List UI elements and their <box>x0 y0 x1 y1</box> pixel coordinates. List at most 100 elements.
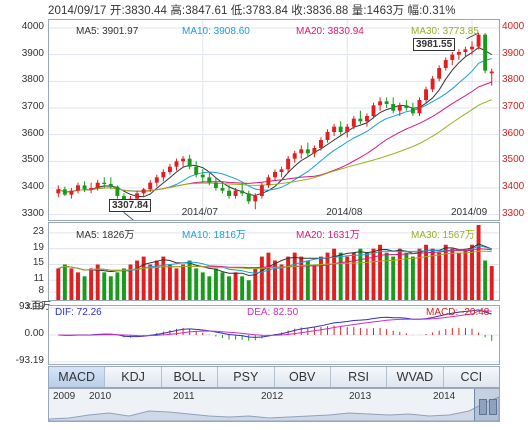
volume-bar <box>338 252 343 300</box>
low-callout-pointer <box>123 212 134 220</box>
candle-body <box>181 158 186 162</box>
quote-close: 收:3836.88 <box>291 5 349 17</box>
volume-bar <box>319 256 323 300</box>
price-y-tick-left: 3500 <box>21 154 44 166</box>
volume-bar <box>213 268 218 300</box>
macd-y-tick: 93.19 <box>18 301 44 312</box>
ma5-label: MA5: 3901.97 <box>76 26 139 37</box>
candle-body <box>227 190 231 196</box>
quote-change: 幅:0.31% <box>407 5 456 17</box>
price-panel[interactable] <box>48 19 500 221</box>
volume-bar <box>345 256 350 300</box>
tab-kdj[interactable]: KDJ <box>105 367 162 387</box>
quote-summary: 2014/09/17 开:3830.44 高:3847.61 低:3783.84… <box>48 2 456 18</box>
candle-body <box>102 182 107 184</box>
volume-bar <box>240 276 245 300</box>
volume-bar <box>450 248 455 300</box>
volume-y-tick: 23 <box>32 225 44 237</box>
price-y-tick-right: 3600 <box>502 127 525 139</box>
quote-low: 低:3783.84 <box>230 5 288 17</box>
volume-panel[interactable] <box>48 222 500 301</box>
volume-bar <box>273 260 277 300</box>
quote-volume: 量:1463万 <box>351 5 405 17</box>
price-ma-legend: MA5: 3901.97 MA10: 3908.60 MA20: 3830.94… <box>76 26 496 38</box>
volume-bar <box>181 264 186 300</box>
price-y-tick-left: 3600 <box>21 127 44 139</box>
volume-bar <box>430 248 435 300</box>
navigator-year-label: 2014 <box>433 391 456 402</box>
candle-body <box>371 105 376 116</box>
volume-bar <box>332 248 337 300</box>
navigator-right-handle[interactable] <box>489 399 497 415</box>
ma10-label: MA10: 3908.60 <box>182 26 250 37</box>
volume-y-tick: 15 <box>32 257 44 269</box>
tab-cci[interactable]: CCI <box>460 370 483 384</box>
volume-bar <box>305 260 310 300</box>
volume-bar <box>424 244 429 300</box>
candle-body <box>437 68 442 79</box>
tab-boll[interactable]: BOLL <box>162 367 219 387</box>
candle-body <box>345 126 350 132</box>
candle-body <box>417 100 422 114</box>
price-y-tick-left: 3800 <box>21 74 44 86</box>
volume-bar <box>76 272 80 300</box>
candle-body <box>76 185 80 191</box>
volume-bar <box>82 276 87 300</box>
candle-body <box>187 158 192 167</box>
quote-date: 2014/09/17 <box>48 5 107 17</box>
price-y-tick-left: 3700 <box>21 101 44 112</box>
candle-body <box>141 189 146 194</box>
candle-body <box>213 182 218 188</box>
candle-body <box>115 186 120 196</box>
tab-wvad[interactable]: WVAD <box>387 367 444 387</box>
tab-macd[interactable]: MACD <box>49 367 106 387</box>
navigator-left-handle[interactable] <box>479 399 487 415</box>
volume-bar <box>266 252 271 300</box>
volume-ma-legend: MA5: 1826万 MA10: 1816万 MA20: 1631万 MA30:… <box>76 226 496 241</box>
tab-rsi[interactable]: RSI <box>331 367 388 387</box>
volume-unit-label: x百万 <box>26 301 51 312</box>
volume-bar <box>470 244 474 300</box>
volume-bar <box>69 268 74 300</box>
month-label: 2014/09 <box>451 207 488 218</box>
candle-body <box>135 193 140 199</box>
navigator-year-label: 2013 <box>349 391 372 402</box>
candle-body <box>463 49 468 52</box>
volume-bar <box>89 268 94 300</box>
dea-line <box>58 310 492 337</box>
candle-body <box>378 101 383 106</box>
candle-body <box>273 172 277 178</box>
candle-body <box>391 104 396 111</box>
candle-body <box>364 116 369 122</box>
volume-bar <box>378 244 383 300</box>
volume-bar <box>187 260 192 300</box>
ma30-line <box>58 99 492 193</box>
price-y-tick-left: 3900 <box>21 47 44 59</box>
candle-body <box>207 177 212 183</box>
volume-bar <box>161 256 166 300</box>
tab-psy[interactable]: PSY <box>218 367 275 387</box>
navigator-year-label: 2011 <box>173 391 195 402</box>
volume-bar <box>397 248 402 300</box>
candle-body <box>404 105 409 108</box>
high-price-callout: 3981.55 <box>413 38 456 51</box>
volume-bar <box>220 272 225 300</box>
candle-body <box>312 148 317 154</box>
candle-body <box>82 185 87 190</box>
price-y-tick-right: 3500 <box>502 154 525 166</box>
price-y-tick-right: 3300 <box>502 207 525 219</box>
vol-ma10-label: MA10: 1816万 <box>182 230 246 241</box>
high-callout-pointer <box>466 32 479 40</box>
candle-body <box>279 169 284 172</box>
macd-panel[interactable] <box>48 305 500 365</box>
volume-y-tick: 11 <box>33 273 44 285</box>
candle-body <box>410 108 415 114</box>
price-y-tick-right: 3800 <box>502 74 525 86</box>
candle-body <box>476 34 481 47</box>
macd-chart-svg <box>49 307 499 363</box>
tab-obv[interactable]: OBV <box>275 367 331 387</box>
volume-bar <box>121 268 126 300</box>
volume-bar <box>351 252 356 300</box>
timeline-navigator[interactable]: 2009 2010 2011 2012 2013 2014 <box>48 388 500 422</box>
volume-bar <box>233 272 238 300</box>
